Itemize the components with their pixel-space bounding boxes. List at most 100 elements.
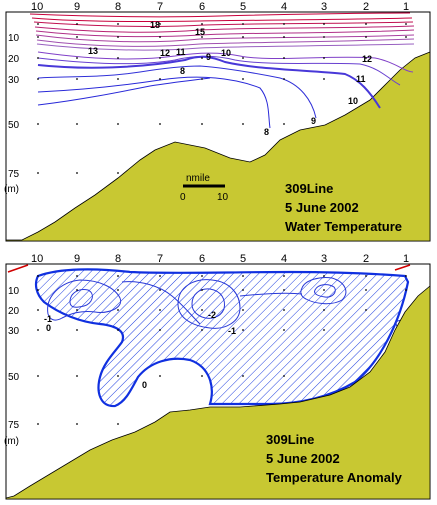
contour-line xyxy=(239,292,303,297)
contour-line xyxy=(69,289,93,308)
station-label: 7 xyxy=(157,253,163,265)
anomaly-depth-labels: 10 20 30 50 75 (m) xyxy=(4,286,20,447)
station-label: 9 xyxy=(74,253,80,265)
station-label: 10 xyxy=(31,1,43,13)
depth-label: 30 xyxy=(8,326,20,337)
sample-points xyxy=(37,23,407,174)
station-label: 8 xyxy=(115,253,121,265)
depth-label: 30 xyxy=(8,75,20,86)
contour-line xyxy=(35,29,415,38)
anomaly-title: 309Line 5 June 2002 Temperature Anomaly xyxy=(266,432,403,485)
contour-line xyxy=(314,284,336,298)
contour-label: 0 xyxy=(46,323,51,333)
contour-label: 13 xyxy=(88,46,98,56)
station-label: 5 xyxy=(240,1,246,13)
depth-label: 10 xyxy=(8,33,20,44)
station-label: 4 xyxy=(281,253,287,265)
title-line-3: Water Temperature xyxy=(285,219,402,234)
station-label: 1 xyxy=(403,253,409,265)
contour-label: -1 xyxy=(228,326,236,336)
contour-line xyxy=(121,281,201,325)
cool-contours xyxy=(37,51,414,129)
contour-label: 9 xyxy=(311,116,316,126)
contour-line xyxy=(37,76,271,129)
scale-label: nmile xyxy=(186,173,210,184)
temperature-depth-labels: 10 20 30 50 75 (m) xyxy=(4,33,20,195)
anomaly-chart: -1 0 -2 -1 0 10 9 8 7 6 5 4 3 2 1 10 20 … xyxy=(4,253,431,500)
station-label: 6 xyxy=(199,1,205,13)
seabed-land xyxy=(5,285,431,500)
contour-line xyxy=(300,277,347,305)
title-line-3: Temperature Anomaly xyxy=(266,470,403,485)
station-label: 3 xyxy=(321,1,327,13)
distance-scale: nmile 0 10 xyxy=(180,173,229,203)
title-line-1: 309Line xyxy=(266,432,314,447)
contour-line xyxy=(37,55,381,109)
contour-line xyxy=(29,12,411,18)
contour-line xyxy=(34,25,415,33)
station-label: 9 xyxy=(74,1,80,13)
station-label: 5 xyxy=(240,253,246,265)
anomaly-station-labels: 10 9 8 7 6 5 4 3 2 1 xyxy=(31,253,409,265)
contour-label: 10 xyxy=(348,96,358,106)
contour-line xyxy=(177,279,241,329)
contour-line xyxy=(37,51,414,73)
scale-end: 10 xyxy=(217,192,229,203)
seabed-land xyxy=(5,51,431,242)
anomaly-panel: -1 0 -2 -1 0 10 9 8 7 6 5 4 3 2 1 10 20 … xyxy=(0,252,437,505)
scale-start: 0 xyxy=(180,192,186,203)
zero-contour xyxy=(34,268,410,408)
contour-line xyxy=(35,34,415,43)
station-label: 2 xyxy=(363,253,369,265)
temperature-panel: 18 15 13 12 11 10 9 8 12 11 10 8 9 10 9 … xyxy=(0,0,437,245)
contour-line xyxy=(31,17,413,23)
contour-label: -2 xyxy=(208,310,216,320)
title-line-1: 309Line xyxy=(285,181,333,196)
contour-line xyxy=(37,55,401,86)
contour-line xyxy=(36,43,415,51)
depth-label: 75 xyxy=(8,169,20,180)
station-label: 6 xyxy=(199,253,205,265)
contour-label: 12 xyxy=(160,48,170,58)
depth-label: 50 xyxy=(8,120,20,131)
contour-label: 0 xyxy=(142,380,147,390)
contour-label: -1 xyxy=(44,314,52,324)
sample-points xyxy=(37,275,407,425)
depth-label: 50 xyxy=(8,372,20,383)
temperature-chart: 18 15 13 12 11 10 9 8 12 11 10 8 9 10 9 … xyxy=(4,1,431,242)
anomaly-contour-labels: -1 0 -2 -1 0 xyxy=(44,310,236,390)
station-label: 2 xyxy=(363,1,369,13)
contour-line xyxy=(37,65,317,119)
depth-label: 10 xyxy=(8,286,20,297)
contour-line xyxy=(33,21,414,27)
depth-label: 20 xyxy=(8,306,20,317)
contour-label: 9 xyxy=(206,52,211,62)
surface-contour xyxy=(7,264,29,273)
depth-unit: (m) xyxy=(4,436,19,447)
station-label: 1 xyxy=(403,1,409,13)
contour-line xyxy=(47,279,122,321)
contour-line xyxy=(36,38,415,47)
depth-label: 20 xyxy=(8,54,20,65)
temperature-contour-labels: 18 15 13 12 11 10 9 8 12 11 10 8 9 xyxy=(88,20,372,137)
negative-anomaly-region xyxy=(36,269,408,407)
title-line-2: 5 June 2002 xyxy=(266,451,340,466)
contour-label: 15 xyxy=(195,27,205,37)
depth-label: 75 xyxy=(8,420,20,431)
surface-contour xyxy=(394,264,411,271)
station-label: 4 xyxy=(281,1,287,13)
contour-label: 18 xyxy=(150,20,160,30)
station-label: 8 xyxy=(115,1,121,13)
warm-contours xyxy=(29,12,415,51)
title-line-2: 5 June 2002 xyxy=(285,200,359,215)
contour-label: 8 xyxy=(180,66,185,76)
station-label: 10 xyxy=(31,253,43,265)
contour-label: 12 xyxy=(362,54,372,64)
station-label: 3 xyxy=(321,253,327,265)
contour-label: 11 xyxy=(356,74,366,84)
contour-label: 11 xyxy=(176,47,186,57)
depth-unit: (m) xyxy=(4,184,19,195)
temperature-station-labels: 10 9 8 7 6 5 4 3 2 1 xyxy=(31,1,409,13)
contour-line xyxy=(37,77,211,106)
contour-label: 10 xyxy=(221,48,231,58)
